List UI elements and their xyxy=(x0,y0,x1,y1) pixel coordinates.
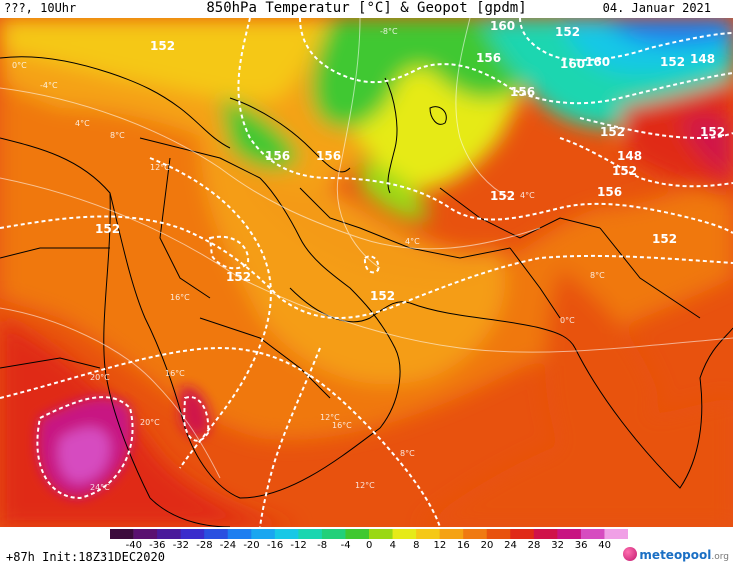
temperature-label: 16°C xyxy=(170,293,190,302)
colorbar-swatch xyxy=(369,529,393,539)
weather-map: 152 160 156 160 152 148 156 156 156 148 152 152 152 1… xyxy=(0,18,733,527)
colorbar-tick-label: -8 xyxy=(317,540,327,551)
geopotential-label: 152 xyxy=(612,164,637,178)
temperature-label: 4°C xyxy=(75,119,90,128)
temperature-label: 8°C xyxy=(110,131,125,140)
geopotential-label: 152 xyxy=(660,55,685,69)
colorbar-tick-label: -28 xyxy=(196,540,212,551)
temperature-label: -4°C xyxy=(40,81,58,90)
colorbar-tick-label: 8 xyxy=(413,540,419,551)
colorbar-swatch xyxy=(298,529,322,539)
geopotential-label: 156 xyxy=(510,85,535,99)
logo-main: meteopool xyxy=(639,548,711,562)
colorbar-swatch xyxy=(510,529,534,539)
logo-icon xyxy=(623,547,637,561)
geopotential-label: 148 xyxy=(690,52,715,66)
colorbar-tick-label: 0 xyxy=(366,540,372,551)
geopotential-label: 152 xyxy=(370,289,395,303)
colorbar-swatch xyxy=(228,529,252,539)
temperature-label: 12°C xyxy=(355,481,375,490)
colorbar-swatch xyxy=(557,529,581,539)
temperature-label: 12°C xyxy=(150,163,170,172)
colorbar-tick-label: -20 xyxy=(243,540,259,551)
temperature-label: 20°C xyxy=(90,373,110,382)
colorbar-swatch xyxy=(157,529,181,539)
colorbar-swatch xyxy=(604,529,628,539)
geopotential-label: 156 xyxy=(265,149,290,163)
geopotential-label: 160 xyxy=(560,57,585,71)
temperature-label: 16°C xyxy=(165,369,185,378)
colorbar-tick-label: -4 xyxy=(341,540,351,551)
colorbar-swatch xyxy=(204,529,228,539)
temperature-label: 0°C xyxy=(560,316,575,325)
colorbar-tick-label: 36 xyxy=(575,540,588,551)
geopotential-label: 152 xyxy=(600,125,625,139)
geopotential-label: 152 xyxy=(652,232,677,246)
temperature-label: -8°C xyxy=(380,27,398,36)
geopotential-label: 152 xyxy=(95,222,120,236)
colorbar-swatch xyxy=(110,529,134,539)
temperature-label: 8°C xyxy=(590,271,605,280)
geopotential-label: 152 xyxy=(226,270,251,284)
colorbar-swatch xyxy=(181,529,205,539)
colorbar-tick-label: -32 xyxy=(173,540,189,551)
temperature-label: 0°C xyxy=(12,61,27,70)
geopotential-label: 156 xyxy=(316,149,341,163)
temperature-label: 20°C xyxy=(140,418,160,427)
colorbar-tick-label: 28 xyxy=(528,540,541,551)
init-time: +87h Init:18Z31DEC2020 xyxy=(6,550,165,564)
colorbar-tick-label: 20 xyxy=(481,540,494,551)
colorbar-tick-label: -16 xyxy=(267,540,283,551)
colorbar-swatch xyxy=(134,529,158,539)
colorbar-tick-label: -12 xyxy=(290,540,306,551)
temperature-label: 4°C xyxy=(520,191,535,200)
geopotential-label: 148 xyxy=(617,149,642,163)
geopotential-label: 160 xyxy=(490,19,515,33)
temperature-label: 16°C xyxy=(332,421,352,430)
colorbar-swatch xyxy=(275,529,299,539)
colorbar-swatch xyxy=(322,529,346,539)
colorbar xyxy=(110,529,628,539)
geopotential-label: 152 xyxy=(700,125,725,139)
colorbar-tick-label: 32 xyxy=(551,540,564,551)
colorbar-tick-label: 4 xyxy=(390,540,396,551)
colorbar-swatch xyxy=(534,529,558,539)
map-footer: -40 -36 -32 -28 -24 -20 -16 -12 -8 -4 0 4 8 12 16 20 24 2… xyxy=(0,527,733,566)
logo-suffix: .org xyxy=(711,552,729,562)
colorbar-swatch xyxy=(416,529,440,539)
geopotential-label: 160 xyxy=(585,55,610,69)
colorbar-swatch xyxy=(440,529,464,539)
valid-date: 04. Januar 2021 xyxy=(603,1,711,15)
colorbar-swatch xyxy=(463,529,487,539)
geopotential-label: 156 xyxy=(597,185,622,199)
colorbar-swatch xyxy=(581,529,605,539)
colorbar-swatch xyxy=(251,529,275,539)
colorbar-tick-label: 16 xyxy=(457,540,470,551)
colorbar-tick-label: 24 xyxy=(504,540,517,551)
temperature-label: 24°C xyxy=(90,483,110,492)
temperature-label: 4°C xyxy=(405,237,420,246)
colorbar-swatch xyxy=(487,529,511,539)
temperature-label: 8°C xyxy=(400,449,415,458)
geopotential-label: 156 xyxy=(476,51,501,65)
colorbar-tick-label: 12 xyxy=(433,540,446,551)
geopotential-label: 152 xyxy=(150,39,175,53)
colorbar-tick-label: 40 xyxy=(598,540,611,551)
meteopool-logo[interactable]: meteopool.org xyxy=(623,547,729,562)
colorbar-swatch xyxy=(393,529,417,539)
colorbar-tick-label: -24 xyxy=(220,540,236,551)
colorbar-swatch xyxy=(345,529,369,539)
map-header: ???, 10Uhr 850hPa Temperatur [°C] & Geop… xyxy=(0,0,733,18)
geopotential-label: 152 xyxy=(490,189,515,203)
geopotential-label: 152 xyxy=(555,25,580,39)
